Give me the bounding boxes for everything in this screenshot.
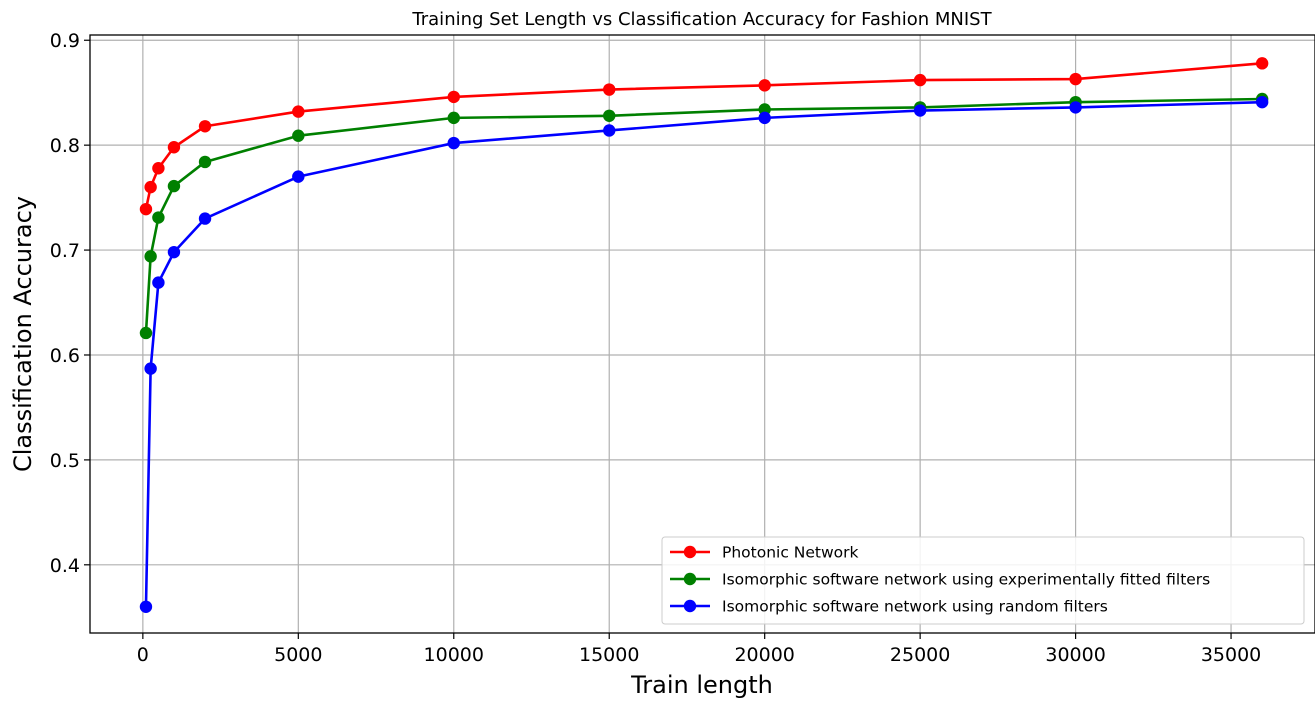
- legend-label: Isomorphic software network using experi…: [722, 571, 1210, 589]
- data-point: [447, 90, 460, 104]
- legend-marker: [683, 599, 697, 613]
- x-tick-label: 30000: [1045, 644, 1105, 666]
- series-line: [144, 100, 1263, 607]
- y-tick-label: 0.5: [50, 450, 80, 472]
- legend-box: [661, 536, 1305, 625]
- data-point: [167, 141, 181, 154]
- data-point: [292, 129, 305, 142]
- data-point: [144, 180, 157, 194]
- data-point: [167, 245, 181, 259]
- data-point: [292, 170, 305, 183]
- data-point: [913, 73, 927, 87]
- legend-marker: [683, 572, 697, 586]
- data-point: [758, 111, 771, 125]
- y-tick-label: 0.6: [50, 345, 80, 367]
- data-point: [447, 136, 460, 150]
- x-tick-label: 10000: [424, 644, 484, 666]
- plot-frame: [89, 34, 1315, 634]
- data-point: [603, 109, 616, 122]
- series: [139, 92, 1269, 340]
- data-point: [447, 111, 460, 125]
- grid: [90, 35, 1315, 633]
- y-axis-ticks: 0.4 0.5 0.6 0.7 0.8 0.9: [50, 30, 90, 577]
- data-point: [152, 162, 165, 175]
- data-point: [1069, 101, 1082, 114]
- series-line: [144, 62, 1263, 210]
- x-tick-label: 20000: [734, 644, 794, 666]
- data-point: [198, 120, 212, 133]
- data-point: [198, 155, 212, 169]
- series: [139, 95, 1269, 613]
- x-axis-title: Train length: [630, 671, 773, 699]
- data-point: [139, 326, 153, 340]
- x-tick-label: 0: [137, 644, 149, 666]
- data-point: [1255, 57, 1269, 70]
- data-point: [603, 124, 616, 137]
- series-group: [139, 57, 1269, 613]
- series: [139, 57, 1269, 216]
- data-point: [144, 250, 157, 263]
- data-point: [758, 79, 771, 92]
- x-tick-label: 5000: [274, 644, 322, 666]
- legend-label: Isomorphic software network using random…: [722, 598, 1108, 616]
- data-point: [1069, 72, 1082, 86]
- data-point: [152, 211, 165, 224]
- x-tick-label: 15000: [579, 644, 639, 666]
- data-point: [1255, 95, 1269, 109]
- legend: Photonic Network Isomorphic software netw…: [661, 536, 1305, 625]
- legend-label: Photonic Network: [722, 544, 859, 562]
- data-point: [139, 202, 153, 216]
- legend-marker: [683, 545, 697, 559]
- data-point: [144, 362, 157, 375]
- data-point: [167, 179, 181, 193]
- x-tick-label: 35000: [1201, 644, 1261, 666]
- x-tick-label: 25000: [890, 644, 950, 666]
- data-point: [603, 83, 616, 96]
- data-point: [139, 600, 153, 613]
- x-axis-ticks: 0 5000 10000 15000 20000 25000 30000 35000: [137, 633, 1261, 666]
- data-point: [913, 104, 927, 117]
- data-point: [198, 212, 212, 225]
- y-tick-label: 0.4: [50, 555, 80, 577]
- data-point: [292, 105, 305, 118]
- data-point: [152, 276, 165, 289]
- y-tick-label: 0.7: [50, 240, 80, 262]
- y-tick-label: 0.9: [50, 30, 80, 52]
- chart-title: Training Set Length vs Classification Ac…: [411, 9, 992, 30]
- series-line: [144, 97, 1263, 334]
- y-axis-title: Classification Accuracy: [9, 196, 37, 472]
- y-tick-label: 0.8: [50, 135, 80, 157]
